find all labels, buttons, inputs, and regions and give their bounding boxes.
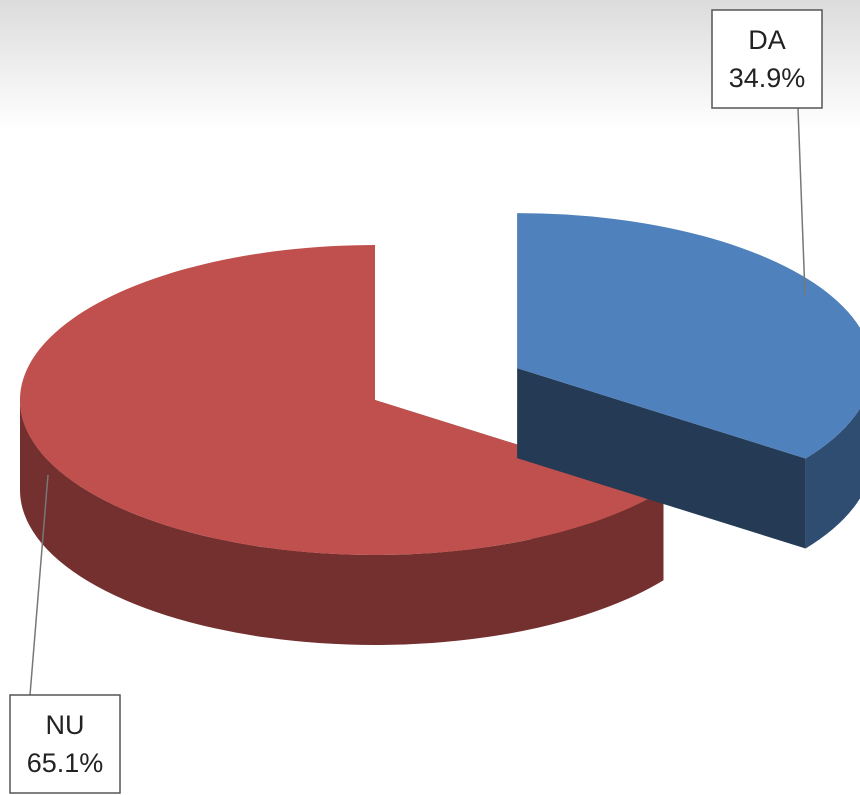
slice-wall <box>517 368 806 549</box>
value-label: 34.9% <box>729 63 806 93</box>
category-label: DA <box>748 25 786 55</box>
label-box <box>711 9 823 109</box>
slice-top <box>19 245 664 555</box>
slice-side <box>20 400 664 645</box>
slice-top <box>517 213 860 459</box>
leader-line <box>797 107 806 296</box>
pie <box>19 213 860 645</box>
category-label: NU <box>46 710 85 740</box>
label-box <box>9 694 121 794</box>
value-label: 65.1% <box>27 748 104 778</box>
slice-side <box>805 408 860 549</box>
leader-line <box>29 474 49 696</box>
